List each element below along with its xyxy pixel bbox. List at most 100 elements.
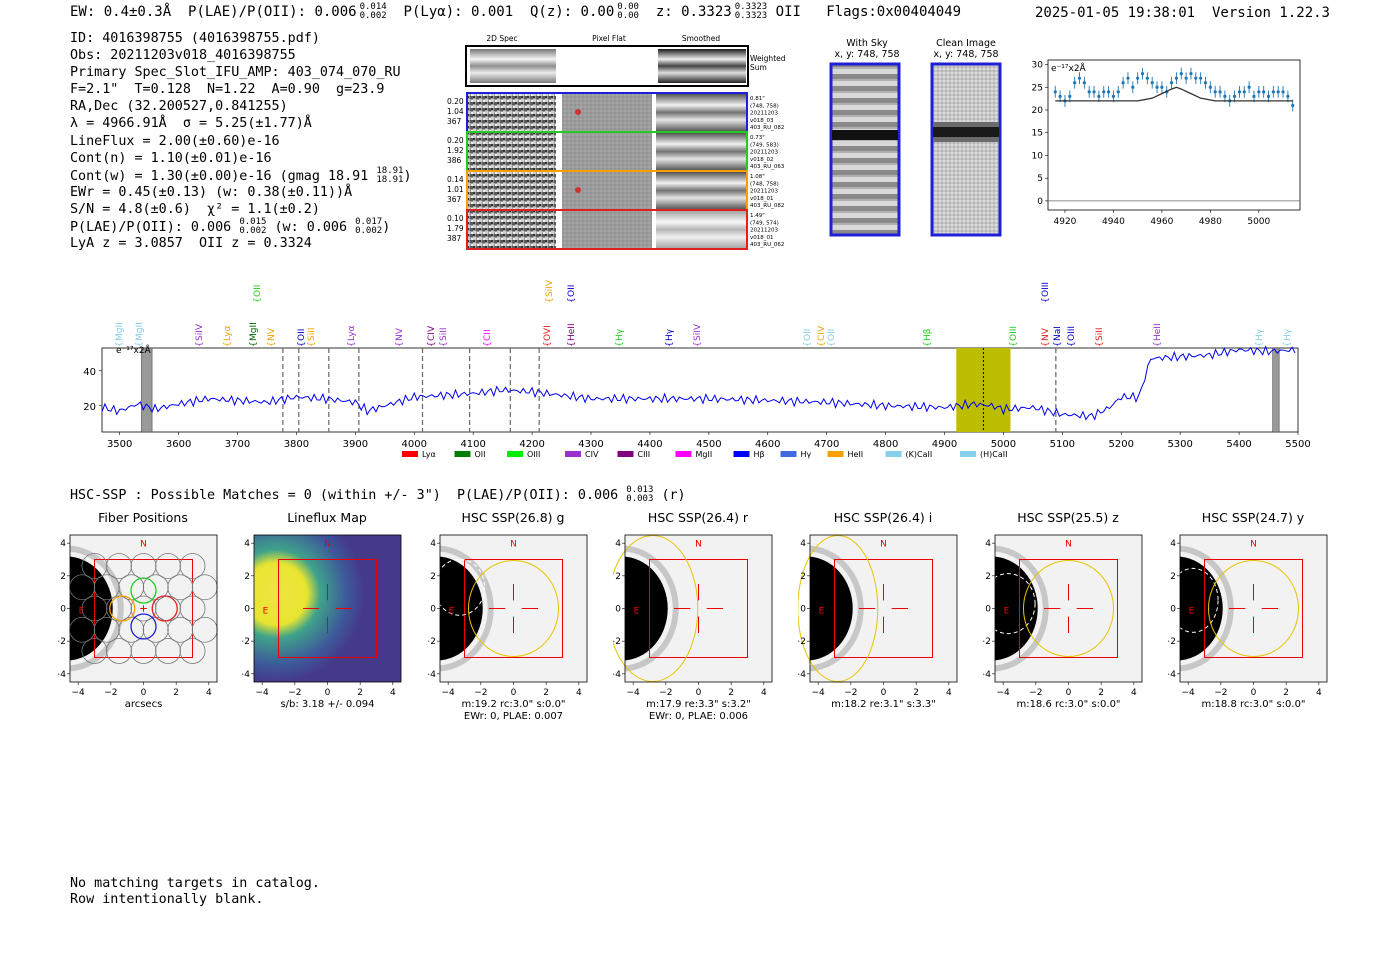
cutout-y-tick-label: 2 [244,572,250,582]
spec-row-2dspec [468,172,556,209]
cutout-x-tick-label: −2 [104,688,117,698]
line-label: MgII [135,322,145,341]
spec-row-right-label: 0.81" [750,96,765,102]
line-label: MgII [249,322,259,341]
cutout-x-tick-label: 2 [1283,688,1289,698]
line-label: OIII [1067,326,1077,341]
legend-swatch [565,451,581,457]
cutout-y-tick-label: 0 [244,605,250,615]
flat-defect-marker [575,109,581,115]
cutout-x-tick-label: 4 [761,688,767,698]
spectrum-x-tick-label: 4700 [814,439,839,450]
full-spectrum-chart: 20 40 3500 3600 3700 3800 3900 4000 4100 4200 4300… [83,344,1310,459]
spectrum-y-tick-label: 40 [83,367,96,378]
north-label: N [1065,539,1072,549]
zoom-data-point [1053,90,1057,94]
legend-swatch [885,451,902,457]
spec-row-left-label: 1.01 [447,185,464,194]
line-label-brace: { [297,341,307,347]
legend-swatch [402,451,418,457]
cutout-y-tick-label: 4 [244,539,250,549]
with-sky-title: With Sky x, y: 748, 758 [822,38,912,60]
zoom-data-point [1174,76,1179,80]
line-label-brace: { [1053,341,1063,347]
fiber-circle [167,616,194,643]
weighted-label-2: Sum [750,63,767,72]
line-label-brace: { [923,341,933,347]
line-label: CII [483,329,493,341]
spectrum-x-tick-label: 4100 [460,439,485,450]
cutout-x-tick-label: 2 [728,688,734,698]
zoom-data-point [1281,90,1285,94]
zoom-data-point [1145,76,1149,80]
with-sky-xy: x, y: 748, 758 [834,49,900,60]
cutout-y-tick-label: −4 [613,670,621,680]
datetime: 2025-01-05 19:38:01 [1034,5,1196,21]
cutout-x-tick-label: 4 [576,688,582,698]
with-sky-label: With Sky [846,38,888,49]
line-label-brace: { [1153,341,1163,347]
legend-label: OIII [527,450,540,459]
zoom-data-point [1184,76,1188,80]
line-label-brace: { [827,341,837,347]
spectrum-x-tick-label: 4300 [578,439,603,450]
zoom-axes [1047,59,1301,211]
cutout-x-tick-label: 0 [696,688,702,698]
north-label: N [695,539,702,549]
spectrum-x-tick-label: 3800 [284,439,309,450]
zoom-x-tick-label: 5000 [1247,217,1270,227]
match-aperture [797,535,879,682]
cutout-title: HSC SSP(26.8) g [461,510,565,525]
detection-info: ID: 4016398755 (4016398755.pdf) Obs: 202… [70,30,412,252]
cutout-title: HSC SSP(26.4) i [833,510,933,525]
cutout-y-tick-label: −2 [983,637,991,647]
contw-hi: 18.91 [376,165,404,176]
clean-label: Clean Image [936,38,996,49]
line-label-brace: { [395,341,405,347]
cutout-image: N E −4 −4 −2 −2 0 0 2 2 4 4 s/b: 3.18 +/- 0.094 [237,534,402,710]
spectrum-line [101,345,1296,421]
spectrum-x-tick-label: 3900 [343,439,368,450]
zoom-x-tick-label: 4940 [1102,217,1125,227]
cutout-x-tick-label: −4 [627,688,641,698]
line-label: SiII [439,327,449,341]
spectrum-x-tick-label: 5400 [1226,439,1251,450]
cutout-x-tick-label: −2 [1029,688,1042,698]
zoom-data-point [1179,72,1183,76]
cutout-y-tick-label: 4 [60,539,66,549]
z-value: z: 0.3323 [655,4,732,20]
line-label: Hγ [1255,328,1265,341]
line-label-brace: { [1041,341,1051,347]
cutout-image: N E −4 −4 −2 −2 0 0 2 2 4 4 m:17.9 re:3.3" s:3.2"EWr… [564,534,773,722]
line-label-brace: { [195,341,205,347]
info-plae-w: (w: 0.006 [274,220,348,236]
zoom-line-chart: 0 5 10 15 20 25 30 4920 4940 4960 4980 5000 e⁻¹⁷x2Å [1032,59,1301,227]
spec-row-frame [466,209,748,250]
header-datetime-version: 2025-01-05 19:38:01 Version 1.22.3 [1035,5,1330,21]
east-label: E [79,606,85,616]
weighted-sum-smoothed [658,49,746,83]
legend-label: (K)CaII [906,450,933,459]
zoom-x-tick-label: 4920 [1054,217,1077,227]
spectrum-x-tick-label: 3600 [166,439,191,450]
plae-value: P(LAE)/P(OII): 0.006 [188,4,357,20]
info-plae-text: P(LAE)/P(OII): 0.006 [70,220,232,236]
weighted-label: Weighted [750,54,786,63]
zoom-data-point [1087,90,1091,94]
spectrum-x-tick-label: 4400 [637,439,662,450]
cutout-x-tick-label: 2 [357,688,363,698]
plae-lo: 0.002 [359,11,387,21]
fiber-circle [155,553,181,579]
line-label: NV [267,327,277,341]
zoom-x-tick-label: 4960 [1150,217,1173,227]
col-header-pixelflat: Pixel Flat [592,34,626,43]
spec-row-right-label: 403_RU_063 [750,164,785,170]
cutout-x-tick-label: 0 [325,688,331,698]
line-label: SiIV [195,323,205,341]
cutout-x-tick-label: 4 [1316,688,1322,698]
zoom-y-tick-label: 0 [1037,197,1043,207]
spectrum-x-tick-label: 5200 [1109,439,1134,450]
east-label: E [819,606,825,616]
spectrum-x-tick-label: 4000 [402,439,427,450]
spec-row-left-label: 1.92 [447,146,464,155]
